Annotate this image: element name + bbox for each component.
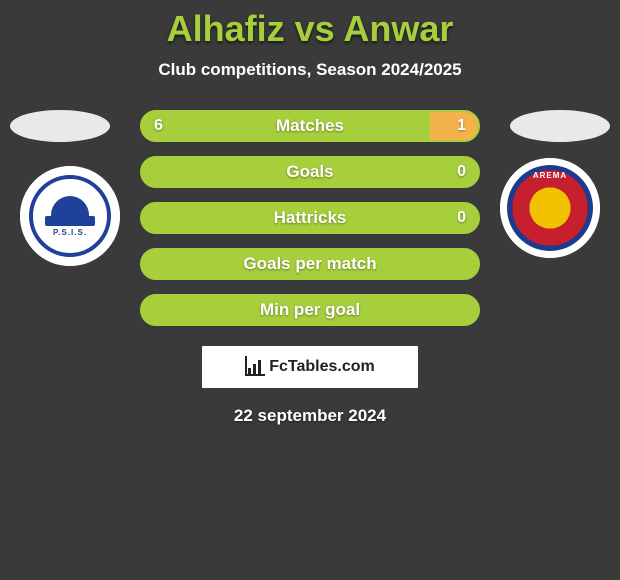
club-code-right: AREMA — [533, 171, 567, 180]
watermark: FcTables.com — [202, 346, 418, 388]
date-text: 22 september 2024 — [0, 388, 620, 426]
stat-value-right: 0 — [457, 204, 466, 232]
watermark-text: FcTables.com — [269, 358, 375, 376]
stat-value-left: 6 — [154, 112, 163, 140]
stat-bar: Matches6 1 — [140, 110, 480, 142]
player-ellipse-left — [10, 110, 110, 142]
club-badge-left: P.S.I.S. — [20, 166, 120, 266]
stat-label: Goals — [142, 158, 478, 186]
stat-value-right: 1 — [457, 112, 466, 140]
comparison-bars: Matches61Goals0Hattricks0Goals per match… — [140, 92, 480, 326]
stat-label: Matches — [142, 112, 478, 140]
club-code-left: P.S.I.S. — [53, 228, 87, 237]
chart-icon — [245, 358, 263, 376]
stat-bar: Goals0 — [140, 156, 480, 188]
stat-label: Hattricks — [142, 204, 478, 232]
stat-value-right: 0 — [457, 158, 466, 186]
comparison-body: P.S.I.S. AREMA Matches61Goals0Hattricks0… — [0, 92, 620, 426]
stat-bar: Min per goal — [140, 294, 480, 326]
page-subtitle: Club competitions, Season 2024/2025 — [0, 50, 620, 92]
club-badge-right: AREMA — [500, 158, 600, 258]
player-ellipse-right — [510, 110, 610, 142]
page-title: Alhafiz vs Anwar — [0, 0, 620, 50]
stat-bar: Goals per match — [140, 248, 480, 280]
stat-bar: Hattricks0 — [140, 202, 480, 234]
stat-label: Min per goal — [142, 296, 478, 324]
stat-label: Goals per match — [142, 250, 478, 278]
